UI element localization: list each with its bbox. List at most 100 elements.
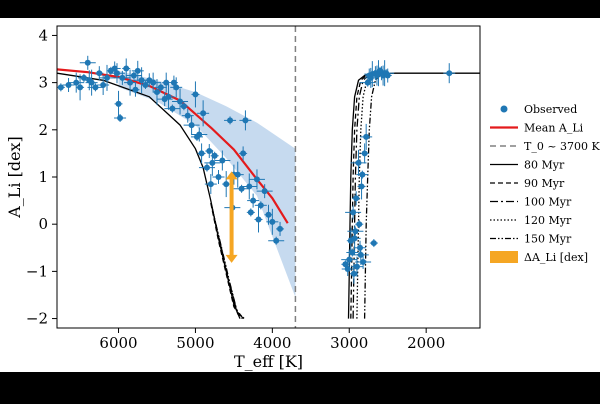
observed-right-point	[349, 249, 356, 256]
observed-left-point	[165, 93, 172, 100]
observed-right-point	[353, 195, 360, 202]
observed-left-point	[123, 65, 130, 72]
y-tick-label: −1	[26, 262, 48, 280]
x-tick-label: 2000	[407, 334, 445, 352]
observed-left-point	[234, 171, 241, 178]
observed-left-point	[80, 74, 87, 81]
observed-right-point	[344, 266, 351, 273]
legend-label-delta: ΔA_Li [dex]	[524, 251, 588, 264]
legend-label-mean: Mean A_Li	[524, 122, 584, 135]
observed-left-point	[240, 150, 247, 157]
observed-left-point	[92, 84, 99, 91]
observed-right-point	[446, 70, 453, 77]
observed-right-point	[359, 171, 366, 178]
observed-right-point	[353, 263, 360, 270]
observed-left-point	[177, 98, 184, 105]
legend-swatch-delta	[490, 251, 518, 263]
observed-left-point	[184, 112, 191, 119]
observed-left-point	[170, 79, 177, 86]
observed-left-point	[169, 105, 176, 112]
observed-left-point	[250, 197, 257, 204]
axes: 6000 5000 4000 3000 2000 −2 −1 0 1 2 3 4 T_eff [K] A_…	[5, 26, 445, 371]
x-tick-label: 3000	[330, 334, 368, 352]
observed-right-point	[358, 183, 365, 190]
delta-arrow-head-bottom	[225, 254, 238, 263]
observed-right-point	[363, 133, 370, 140]
observed-right-point	[350, 270, 357, 277]
observed-left-point	[257, 202, 264, 209]
observed-left-point	[200, 110, 207, 117]
observed-left-point	[253, 176, 260, 183]
observed-left-point	[246, 183, 253, 190]
observed-left-point	[163, 79, 170, 86]
observed-left-point	[203, 164, 210, 171]
scatter-band	[118, 70, 296, 298]
isochrone-iso120-right	[356, 75, 373, 319]
observed-left-point	[100, 81, 107, 88]
observed-left-point	[142, 81, 149, 88]
observed-right-point	[350, 209, 357, 216]
observed-left-point	[127, 79, 134, 86]
figure-background	[0, 18, 600, 372]
y-tick-label: 2	[38, 121, 48, 139]
observed-left-point	[273, 237, 280, 244]
observed-left-point	[242, 117, 249, 124]
observed-left-point	[227, 117, 234, 124]
x-tick-label: 6000	[99, 334, 137, 352]
observed-left-point	[73, 79, 80, 86]
observed-right-point	[356, 221, 363, 228]
legend-label-iso100: 100 Myr	[524, 196, 572, 209]
observed-left-point	[117, 115, 124, 122]
observed-left-point	[65, 81, 72, 88]
x-tick-label: 5000	[176, 334, 214, 352]
observed-right-point	[357, 251, 364, 258]
observed-left-point	[77, 84, 84, 91]
observed-left-point	[196, 131, 203, 138]
observed-left-point	[188, 122, 195, 129]
x-tick-label: 4000	[253, 334, 291, 352]
observed-left-point	[180, 103, 187, 110]
observed-left-point	[111, 65, 118, 72]
bottom-letterbox	[0, 372, 600, 400]
delta-arrow-head-top	[225, 171, 238, 180]
legend-label-iso80: 80 Myr	[524, 159, 565, 172]
observed-left-point	[211, 152, 218, 159]
observed-left-point	[247, 209, 254, 216]
observed-left-point	[223, 181, 230, 188]
y-tick-label: 4	[38, 26, 48, 44]
observed-right-point	[352, 228, 359, 235]
observed-left-point	[206, 148, 213, 155]
observed-left-point	[130, 72, 137, 79]
observed-left-point	[115, 100, 122, 107]
observed-left-point	[173, 84, 180, 91]
observed-left-point	[261, 188, 268, 195]
legend-label-iso120: 120 Myr	[524, 214, 572, 227]
observed-right-point	[351, 235, 358, 242]
legend-label-t0: T_0 ~ 3700 K	[524, 140, 600, 153]
observed-left-point	[103, 74, 110, 81]
y-axis-label: A_Li [dex]	[5, 136, 24, 219]
observed-left-point	[277, 225, 284, 232]
legend-swatch-observed	[500, 105, 508, 113]
observed-left-point	[157, 84, 164, 91]
top-letterbox	[0, 0, 600, 18]
observed-left-point	[119, 74, 126, 81]
isochrone-iso90-left	[210, 202, 243, 319]
observed-left-point	[134, 67, 141, 74]
legend-label-iso150: 150 Myr	[524, 233, 572, 246]
observed-left-point	[88, 79, 95, 86]
observed-right-point	[370, 240, 377, 247]
observed-left-point	[265, 211, 272, 218]
observed-left-point	[219, 157, 226, 164]
x-axis-label: T_eff [K]	[234, 352, 303, 371]
observed-right-point	[360, 258, 367, 265]
observed-left-point	[207, 181, 214, 188]
y-tick-label: 1	[38, 168, 48, 186]
y-tick-label: 0	[38, 215, 48, 233]
legend: Observed Mean A_Li T_0 ~ 3700 K 80 Myr 90 My…	[490, 103, 600, 264]
observed-left-point	[113, 70, 120, 77]
observed-left-point	[96, 70, 103, 77]
observed-left-point	[238, 185, 245, 192]
isochrone-iso150-left	[211, 209, 246, 320]
